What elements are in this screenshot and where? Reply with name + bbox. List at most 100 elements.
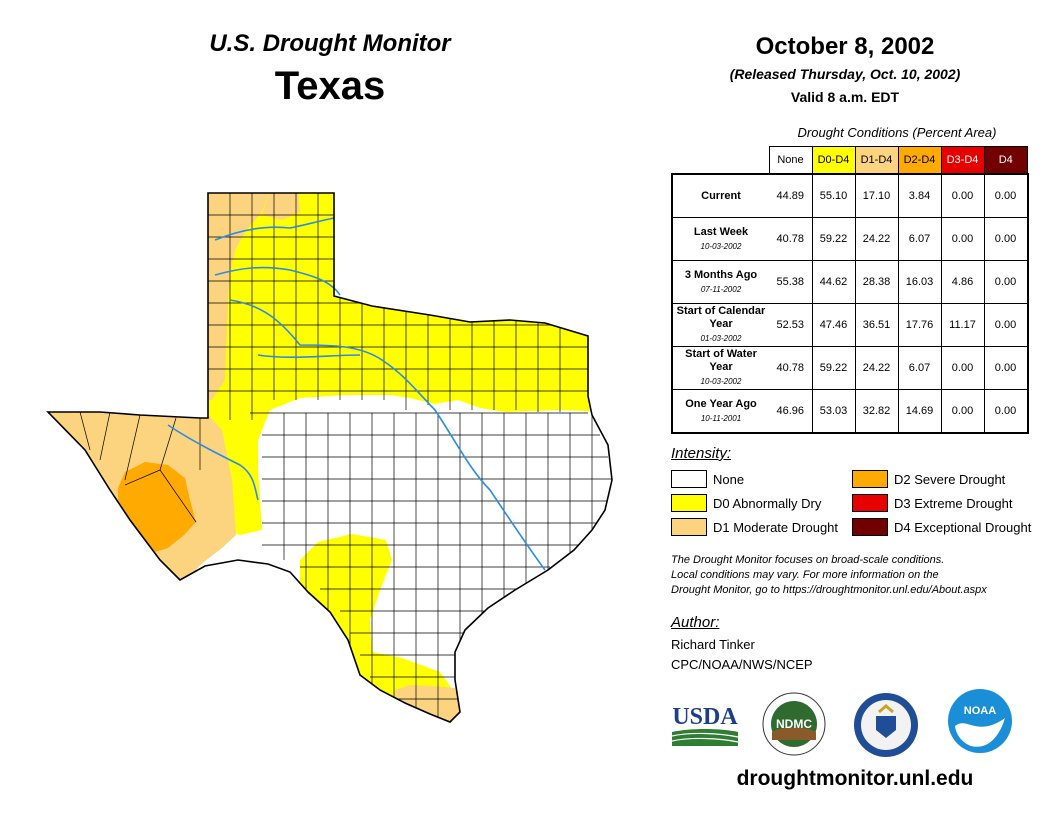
row-date: 01-03-2002 <box>700 334 742 343</box>
table-cell: 6.07 <box>898 346 942 390</box>
table-cell: 0.00 <box>941 173 985 218</box>
table-cell: 0.00 <box>941 217 985 261</box>
table-cell: 52.53 <box>769 303 813 347</box>
table-cell: 14.69 <box>898 389 942 434</box>
table-cell: 17.10 <box>855 173 899 218</box>
map-title-state: Texas <box>274 64 386 108</box>
d0-area-south <box>300 534 460 722</box>
noaa-logo: NOAA <box>948 689 1012 753</box>
row-date: 10-03-2002 <box>700 241 742 251</box>
website-link[interactable]: droughtmonitor.unl.edu <box>736 767 974 790</box>
table-cell: 0.00 <box>984 389 1029 434</box>
table-cell: 40.78 <box>769 217 813 261</box>
table-cell: 40.78 <box>769 346 813 390</box>
table-cell: 6.07 <box>898 217 942 261</box>
col-header-d3-d4: D3-D4 <box>940 146 985 175</box>
legend-label: D1 Moderate Drought <box>713 519 839 535</box>
legend-label: None <box>713 471 745 487</box>
note-line: Local conditions may vary. For more info… <box>671 569 939 581</box>
legend-title: Intensity: <box>671 445 732 462</box>
legend-label: D2 Severe Drought <box>894 471 1006 487</box>
legend-item-d3: D3 Extreme Drought <box>852 494 1013 512</box>
legend-swatch <box>852 470 888 488</box>
table-cell: 0.00 <box>984 173 1029 218</box>
table-cell: 55.10 <box>812 173 856 218</box>
table-cell: 11.17 <box>941 303 985 347</box>
table-cell: 17.76 <box>898 303 942 347</box>
county-lines <box>79 193 612 720</box>
table-cell: 0.00 <box>984 217 1029 261</box>
legend-swatch <box>671 518 707 536</box>
legend-swatch <box>852 518 888 536</box>
texas-drought-map <box>46 192 613 723</box>
table-row: 3 Months Ago 07-11-2002 55.38 44.62 28.38… <box>671 260 1029 304</box>
d1-area-panhandle-north <box>262 193 300 220</box>
table-cell: 0.00 <box>984 260 1029 304</box>
doc-seal-logo <box>854 693 918 757</box>
row-label-text: One Year Ago <box>685 397 757 410</box>
table-cell: 24.22 <box>855 346 899 390</box>
table-row: Last Week 10-03-2002 40.78 59.22 24.22 6.… <box>671 217 1029 261</box>
table-title: Drought Conditions (Percent Area) <box>797 125 997 140</box>
note-line: Drought Monitor, go to https://droughtmo… <box>671 584 987 596</box>
legend-item-d2: D2 Severe Drought <box>852 470 1005 488</box>
table-cell: 0.00 <box>941 389 985 434</box>
row-label: Last Week 10-03-2002 <box>671 217 769 261</box>
table-row: One Year Ago 10-11-2001 46.96 53.03 32.82… <box>671 389 1029 434</box>
col-header-d1-d4: D1-D4 <box>854 146 899 175</box>
noaa-logo-text: NOAA <box>964 705 996 717</box>
table-cell: 0.00 <box>984 346 1029 390</box>
row-label-text: Last Week <box>693 225 749 238</box>
table-cell: 47.46 <box>812 303 856 347</box>
d1-area-south <box>390 685 470 722</box>
table-cell: 0.00 <box>984 303 1029 347</box>
table-cell: 46.96 <box>769 389 813 434</box>
row-date: 07-11-2002 <box>700 284 742 294</box>
col-header-d4: D4 <box>983 146 1028 175</box>
valid-time: Valid 8 a.m. EDT <box>790 89 900 105</box>
map-subtitle: U.S. Drought Monitor <box>209 30 451 57</box>
legend-label: D3 Extreme Drought <box>894 495 1013 511</box>
table-cell: 16.03 <box>898 260 942 304</box>
disclaimer-note: The Drought Monitor focuses on broad-sca… <box>671 553 1041 598</box>
release-date: (Released Thursday, Oct. 10, 2002) <box>729 66 961 82</box>
row-label: Start of Calendar Year 01-03-2002 <box>671 303 769 347</box>
table-row: Current 44.89 55.10 17.10 3.84 0.00 0.00 <box>671 173 1029 218</box>
table-cell: 44.62 <box>812 260 856 304</box>
usda-field-icon <box>672 729 738 746</box>
legend-item-none: None <box>671 470 744 488</box>
table-row: Start of Calendar Year 01-03-2002 52.53 4… <box>671 303 1029 347</box>
d1-area-panhandle <box>205 193 270 400</box>
legend-item-d1: D1 Moderate Drought <box>671 518 838 536</box>
table-cell: 55.38 <box>769 260 813 304</box>
map-date: October 8, 2002 <box>755 33 935 60</box>
table-cell: 59.22 <box>812 217 856 261</box>
table-cell: 36.51 <box>855 303 899 347</box>
row-label-text: Start of Calendar Year <box>676 305 766 330</box>
drought-conditions-table: None D0-D4 D1-D4 D2-D4 D3-D4 D4 Current … <box>671 146 1029 434</box>
row-date: 10-11-2001 <box>700 413 742 423</box>
row-label-text: Current <box>701 189 741 202</box>
legend-item-d4: D4 Exceptional Drought <box>852 518 1031 536</box>
author-org: CPC/NOAA/NWS/NCEP <box>671 657 813 672</box>
table-cell: 44.89 <box>769 173 813 218</box>
texas-outline <box>46 192 613 723</box>
legend-swatch <box>671 470 707 488</box>
wave-icon <box>955 718 1005 747</box>
legend-swatch <box>852 494 888 512</box>
eagle-icon <box>878 704 894 714</box>
rivers <box>167 217 546 571</box>
table-row: Start of Water Year 10-03-2002 40.78 59.2… <box>671 346 1029 390</box>
row-label-text: 3 Months Ago <box>684 268 758 281</box>
legend-swatch <box>671 494 707 512</box>
shield-icon <box>876 716 896 738</box>
table-cell: 0.00 <box>941 346 985 390</box>
row-label: 3 Months Ago 07-11-2002 <box>671 260 769 304</box>
ndmc-logo: NDMC <box>762 692 826 756</box>
row-label: One Year Ago 10-11-2001 <box>671 389 769 434</box>
col-header-d2-d4: D2-D4 <box>897 146 942 175</box>
ndmc-logo-text: NDMC <box>776 717 812 731</box>
row-label: Start of Water Year 10-03-2002 <box>671 346 769 390</box>
table-cell: 3.84 <box>898 173 942 218</box>
note-line: The Drought Monitor focuses on broad-sca… <box>671 554 945 566</box>
